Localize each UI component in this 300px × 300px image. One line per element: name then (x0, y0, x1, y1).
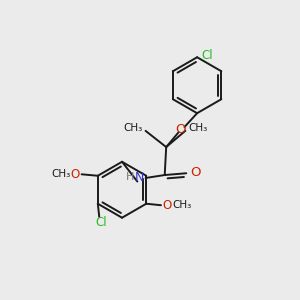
Text: O: O (190, 166, 201, 178)
Text: N: N (135, 172, 144, 184)
Text: O: O (163, 199, 172, 212)
Text: Cl: Cl (202, 49, 213, 62)
Text: O: O (70, 168, 80, 181)
Text: Cl: Cl (95, 216, 106, 230)
Text: O: O (176, 123, 186, 136)
Text: CH₃: CH₃ (124, 123, 143, 133)
Text: H: H (126, 172, 134, 182)
Text: CH₃: CH₃ (188, 123, 207, 133)
Text: CH₃: CH₃ (172, 200, 192, 210)
Text: CH₃: CH₃ (51, 169, 70, 179)
